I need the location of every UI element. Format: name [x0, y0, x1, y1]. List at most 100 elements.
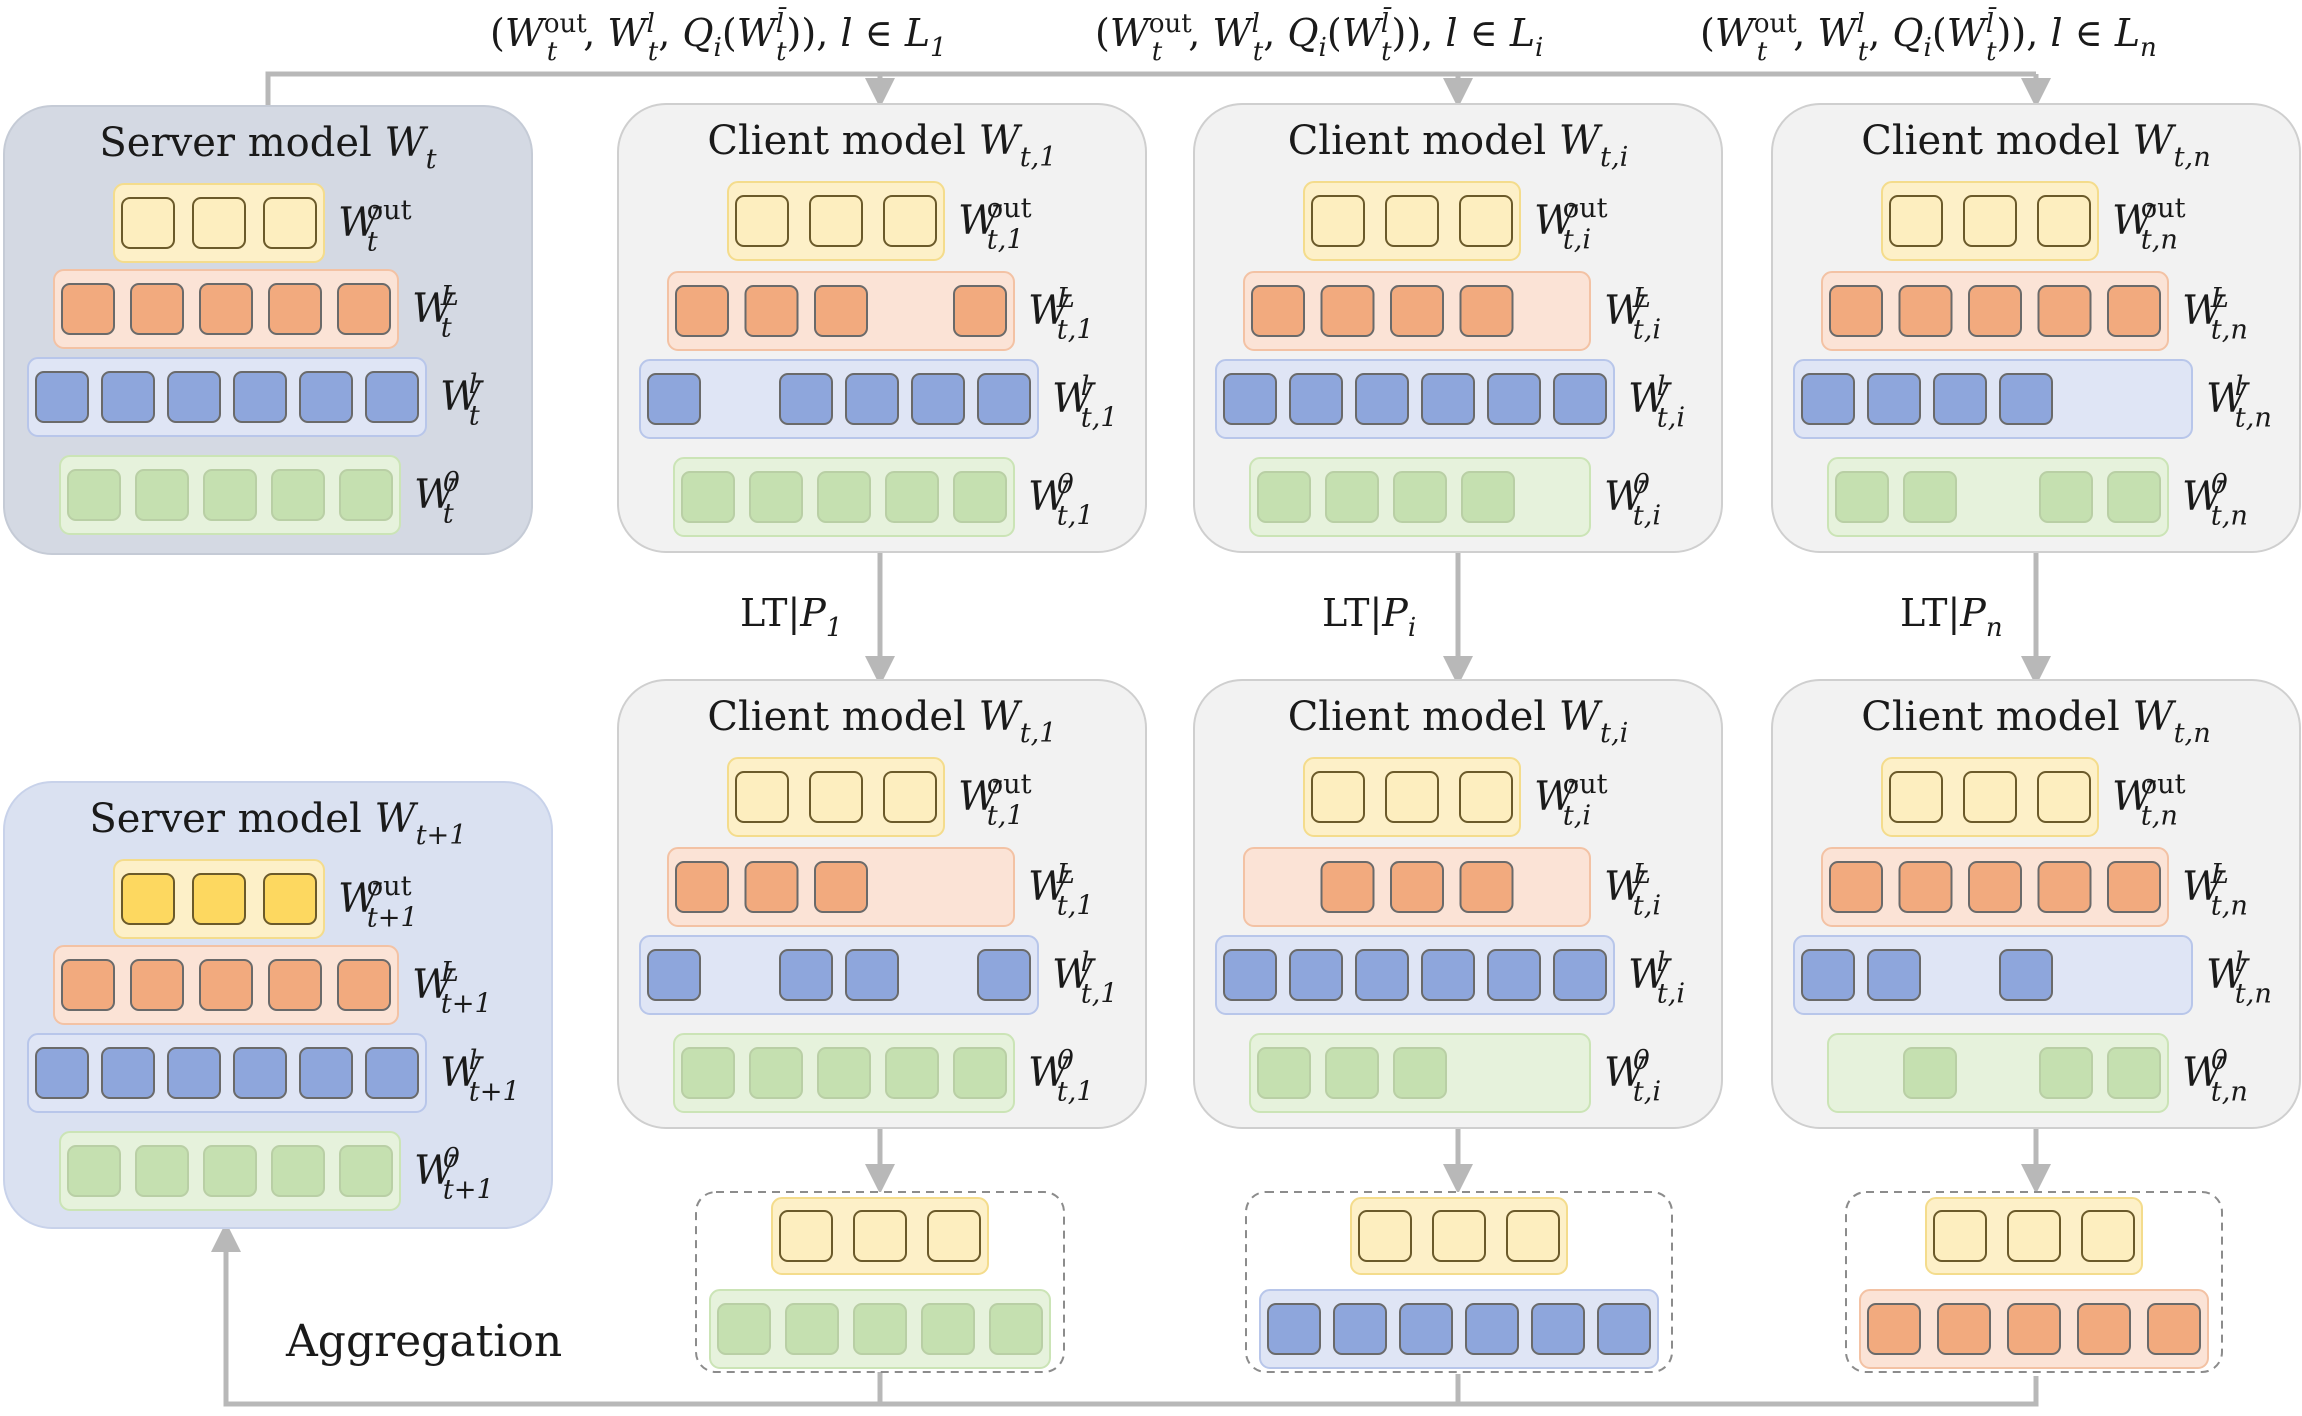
client-model-bottom-1-title: Client model Wt,1: [707, 694, 1056, 749]
client-model-top-3-layer-L: [1821, 271, 2169, 351]
neuron-cell: [853, 1303, 907, 1355]
server-model-t1-label-out_upd: Wout t+1: [338, 871, 418, 933]
server-model-t-label-l: Wl t: [440, 369, 484, 431]
neuron-cell: [977, 949, 1031, 1001]
neuron-cell: [233, 371, 287, 423]
neuron-cell: [1432, 1210, 1486, 1262]
server-model-t-layer-l: [27, 357, 427, 437]
neuron-cell: [989, 1303, 1043, 1355]
client-model-bottom-3-label-0: W0 t,n: [2182, 1045, 2248, 1107]
server-model-t1: Server model Wt+1 Wout t+1 WL t+1 Wl t+1 W0 t+1: [3, 781, 553, 1229]
neuron-cell: [1421, 373, 1475, 425]
client-model-top-2-layer-L: [1243, 271, 1591, 351]
client-model-top-1-label-out: Wout t,1: [958, 193, 1032, 255]
neuron-cell: [1325, 471, 1379, 523]
neuron-cell: [1801, 373, 1855, 425]
client-model-top-2: Client model Wt,i Wout t,i WL t,i Wl t,i W0 t,i: [1193, 103, 1723, 553]
neuron-cell: [339, 469, 393, 521]
neuron-cell: [67, 469, 121, 521]
neuron-cell: [203, 1145, 257, 1197]
server-model-t-label-L: WL t: [412, 281, 459, 343]
neuron-cell: [1465, 1303, 1519, 1355]
neuron-cell: [717, 1303, 771, 1355]
neuron-cell: [1289, 373, 1343, 425]
neuron-cell: [1829, 285, 1883, 337]
neuron-cell: [2007, 1303, 2061, 1355]
server-model-t1-label-L: WL t+1: [412, 957, 492, 1019]
server-model-t1-layer-out_upd: [113, 859, 325, 939]
neuron-cell: [1459, 861, 1514, 913]
client-model-bottom-2-label-0: W0 t,i: [1604, 1045, 1661, 1107]
client-model-top-3-label-0: W0 t,n: [2182, 469, 2248, 531]
client-model-bottom-1-layer-l-bar: [639, 935, 1039, 1015]
client-model-top-2-label-L: WL t,i: [1604, 283, 1661, 345]
upload-layer-L: [1859, 1289, 2209, 1369]
client-model-top-3-label-l: Wl t,n: [2206, 371, 2272, 433]
client-model-bottom-3-title: Client model Wt,n: [1861, 694, 2210, 749]
client-model-top-2-label-l: Wl t,i: [1628, 371, 1685, 433]
neuron-cell: [1903, 1047, 1957, 1099]
server-model-t-label-0: W0 t: [414, 467, 460, 529]
neuron-cell: [101, 1047, 155, 1099]
neuron-cell: [744, 285, 799, 337]
neuron-cell: [1461, 471, 1515, 523]
neuron-cell: [1251, 285, 1305, 337]
neuron-cell: [1968, 285, 2022, 337]
client-model-top-3: Client model Wt,n Wout t,n WL t,n Wl t,n W0 t,n: [1771, 103, 2301, 553]
neuron-cell: [1531, 1303, 1585, 1355]
lt-label: LT|P1: [740, 591, 842, 643]
neuron-cell: [2039, 471, 2093, 523]
neuron-cell: [921, 1303, 975, 1355]
neuron-cell: [2037, 771, 2091, 823]
client-model-top-1-layer-L: [667, 271, 1015, 351]
upload-layer-out: [1925, 1197, 2143, 1275]
server-model-t-label-out: Wout t: [338, 195, 412, 257]
neuron-cell: [1597, 1303, 1651, 1355]
lt-label: LT|Pn: [1900, 591, 2003, 643]
neuron-cell: [365, 371, 419, 423]
neuron-cell: [263, 197, 317, 249]
neuron-cell: [1889, 771, 1943, 823]
neuron-cell: [1968, 861, 2022, 913]
neuron-cell: [1355, 373, 1409, 425]
neuron-cell: [299, 371, 353, 423]
neuron-cell: [681, 1047, 735, 1099]
neuron-cell: [1358, 1210, 1412, 1262]
neuron-cell: [1933, 373, 1987, 425]
neuron-cell: [845, 373, 899, 425]
neuron-cell: [2037, 861, 2092, 913]
client-model-bottom-2-label-out: Wout t,i: [1534, 769, 1608, 831]
neuron-cell: [1459, 285, 1514, 337]
neuron-cell: [1393, 1047, 1447, 1099]
client-model-top-2-label-0: W0 t,i: [1604, 469, 1661, 531]
client-model-bottom-2: Client model Wt,i Wout t,i WL t,i Wl t,i W0 t,i: [1193, 679, 1723, 1129]
neuron-cell: [1553, 949, 1607, 1001]
neuron-cell: [817, 1047, 871, 1099]
server-model-t1-label-0: W0 t+1: [414, 1143, 494, 1205]
neuron-cell: [809, 195, 863, 247]
neuron-cell: [1390, 285, 1444, 337]
neuron-cell: [953, 1047, 1007, 1099]
neuron-cell: [2037, 195, 2091, 247]
lt-label: LT|Pi: [1322, 591, 1416, 643]
neuron-cell: [337, 283, 391, 335]
neuron-cell: [814, 861, 868, 913]
neuron-cell: [365, 1047, 419, 1099]
neuron-cell: [647, 373, 701, 425]
upload-package: [1245, 1191, 1673, 1373]
neuron-cell: [1933, 1210, 1987, 1262]
neuron-cell: [1267, 1303, 1321, 1355]
neuron-cell: [263, 873, 317, 925]
broadcast-bus: [265, 71, 2036, 106]
neuron-cell: [953, 471, 1007, 523]
neuron-cell: [1867, 949, 1921, 1001]
neuron-cell: [1553, 373, 1607, 425]
upload-layer-0: [709, 1289, 1051, 1369]
neuron-cell: [853, 1210, 907, 1262]
client-model-top-1-layer-0: [673, 457, 1015, 537]
neuron-cell: [927, 1210, 981, 1262]
neuron-cell: [67, 1145, 121, 1197]
upload-layer-l: [1259, 1289, 1659, 1369]
client-model-top-1: Client model Wt,1 Wout t,1 WL t,1 Wl t,1 W0 t,1: [617, 103, 1147, 553]
